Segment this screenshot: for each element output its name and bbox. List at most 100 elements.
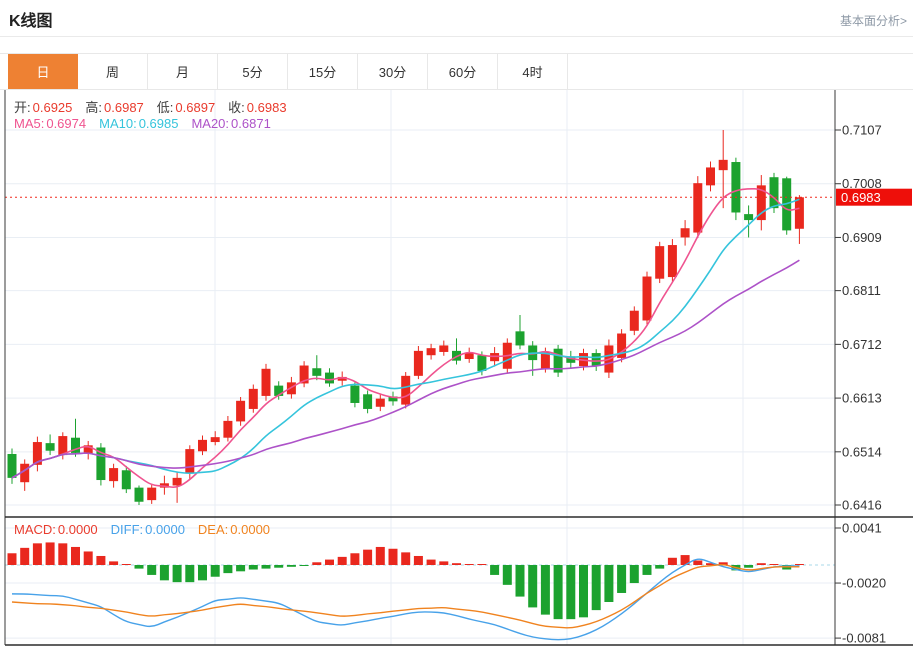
macd-bar xyxy=(83,551,93,565)
macd-bar xyxy=(680,555,690,565)
legend-item: DEA: 0.0000 xyxy=(197,522,271,537)
macd-bar xyxy=(312,562,322,565)
legend-item: MA20: 0.6871 xyxy=(191,116,271,131)
macd-bar xyxy=(452,563,461,565)
macd-bar xyxy=(159,565,169,581)
page-title: K线图 xyxy=(9,13,53,30)
chart-canvas[interactable]: 0.7107 0.7008 0.6909 0.6811 0.6712 0.6613 0.65… xyxy=(0,90,913,648)
candle-body xyxy=(121,470,131,490)
tab-60分[interactable]: 60分 xyxy=(428,54,498,89)
macd-bar xyxy=(7,553,17,565)
macd-bar xyxy=(502,565,512,585)
macd-bar xyxy=(426,559,436,565)
macd-bar xyxy=(299,565,309,566)
macd-bar xyxy=(756,563,766,565)
candle-body xyxy=(591,353,601,367)
axis-label: 0.0041 xyxy=(842,521,882,536)
tab-周[interactable]: 周 xyxy=(78,54,148,89)
macd-bar xyxy=(553,565,563,620)
macd-bar xyxy=(629,565,639,584)
candle-body xyxy=(693,183,703,233)
macd-bar xyxy=(198,565,207,581)
fundamental-analysis-link[interactable]: 基本面分析> xyxy=(839,14,907,28)
macd-bar xyxy=(655,565,665,569)
candle-body xyxy=(134,487,144,502)
macd-bar xyxy=(325,559,334,565)
tab-15分[interactable]: 15分 xyxy=(288,54,358,89)
macd-bar xyxy=(401,552,411,565)
tab-30分[interactable]: 30分 xyxy=(358,54,428,89)
candle-body xyxy=(96,447,106,481)
candle-body xyxy=(629,310,639,331)
candle-body xyxy=(7,453,17,478)
kline-macd-chart[interactable]: 0.7107 0.7008 0.6909 0.6811 0.6712 0.6613 0.65… xyxy=(0,90,913,648)
candle-body xyxy=(401,375,411,405)
axis-label: 0.6416 xyxy=(842,497,882,512)
candle-body xyxy=(20,463,30,483)
macd-bar xyxy=(134,565,144,569)
candle-body xyxy=(566,356,576,363)
legend-item: MACD: 0.0000 xyxy=(14,522,98,537)
interval-tab-strip: 日周月 5分 15分 30分 60分 4时 xyxy=(0,53,913,90)
candle-body xyxy=(426,348,436,356)
macd-bar xyxy=(172,565,182,583)
macd-bar xyxy=(71,546,80,565)
current-price-label: 0.6983 xyxy=(841,190,881,205)
tab-5分[interactable]: 5分 xyxy=(218,54,288,89)
candle-body xyxy=(58,436,68,456)
legend-item: 开: 0.6925 xyxy=(14,100,73,115)
candle-body xyxy=(83,445,93,454)
macd-bar xyxy=(540,565,550,615)
tab-月[interactable]: 月 xyxy=(148,54,218,89)
ma5-line xyxy=(11,187,800,488)
macd-bar xyxy=(744,565,754,568)
ma10-line xyxy=(11,198,800,479)
macd-bar xyxy=(223,565,233,574)
candle-body xyxy=(439,345,449,352)
macd-bar xyxy=(693,560,703,565)
candle-body xyxy=(731,162,741,213)
macd-bar xyxy=(706,563,715,565)
candle-body xyxy=(718,159,728,171)
macd-legend: MACD: 0.0000 DIFF: 0.0000 DEA: 0.0000 xyxy=(14,522,283,537)
candle-body xyxy=(413,350,423,376)
macd-bar xyxy=(794,564,804,565)
macd-bar xyxy=(363,549,373,565)
macd-bar xyxy=(566,565,576,620)
axis-label: 0.6514 xyxy=(842,444,882,459)
macd-bar xyxy=(604,565,614,602)
macd-bar xyxy=(388,548,398,565)
candle-body xyxy=(299,365,309,384)
axis-label: 0.6712 xyxy=(842,337,882,352)
macd-bar xyxy=(591,565,601,611)
candle-body xyxy=(312,368,322,376)
candle-body xyxy=(375,398,385,407)
current-price-box xyxy=(836,188,912,206)
candle-body xyxy=(540,352,550,369)
macd-bar xyxy=(642,565,652,575)
candle-body xyxy=(794,197,804,229)
ma-legend: MA5: 0.6974 MA10: 0.6985 MA20: 0.6871 xyxy=(14,116,284,131)
candle-body xyxy=(198,439,207,452)
macd-bar xyxy=(109,561,119,565)
tab-日[interactable]: 日 xyxy=(8,54,78,89)
axis-label: 0.7008 xyxy=(842,176,882,191)
macd-bar xyxy=(464,564,474,565)
candle-body xyxy=(45,443,55,451)
macd-bar xyxy=(515,565,525,597)
candle-body xyxy=(464,352,474,360)
candle-body xyxy=(744,214,754,221)
macd-bar xyxy=(490,565,500,575)
macd-bar xyxy=(20,547,30,565)
diff-line xyxy=(11,558,800,641)
tab-4时[interactable]: 4时 xyxy=(498,54,568,89)
macd-bar xyxy=(477,564,487,565)
legend-item: 收: 0.6983 xyxy=(228,100,287,115)
macd-bar xyxy=(261,565,271,569)
ohlc-legend: 开: 0.6925 高: 0.6987 低: 0.6897 收: 0.6983 xyxy=(14,97,300,116)
candle-body xyxy=(274,385,284,396)
legend-item: DIFF: 0.0000 xyxy=(110,522,185,537)
candle-body xyxy=(363,394,373,409)
macd-bar xyxy=(45,542,55,565)
axis-label: 0.6909 xyxy=(842,230,882,245)
